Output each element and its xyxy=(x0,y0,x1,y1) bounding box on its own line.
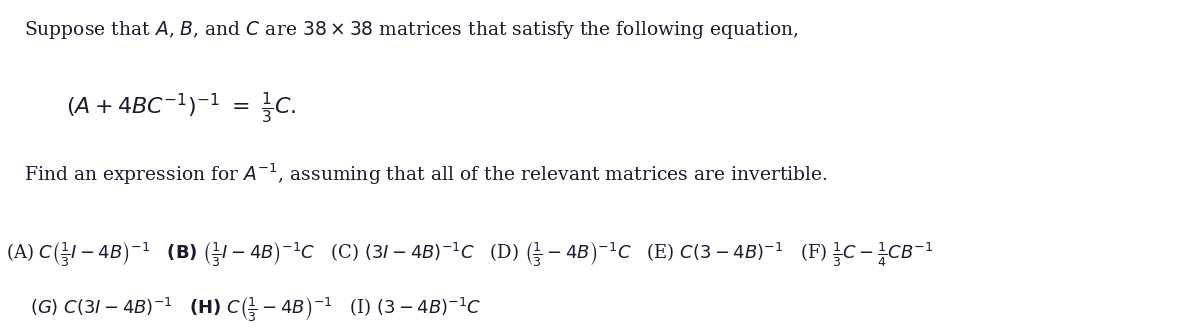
Text: $(A + 4BC^{-1})^{-1} \ = \ \frac{1}{3}C.$: $(A + 4BC^{-1})^{-1} \ = \ \frac{1}{3}C.… xyxy=(66,90,296,125)
Text: (A) $C\left(\frac{1}{3}I - 4B\right)^{-1}$   $\mathbf{(B)}$ $\left(\frac{1}{3}I : (A) $C\left(\frac{1}{3}I - 4B\right)^{-1… xyxy=(6,239,934,268)
Text: Suppose that $A$, $B$, and $C$ are $38 \times 38$ matrices that satisfy the foll: Suppose that $A$, $B$, and $C$ are $38 \… xyxy=(24,19,799,41)
Text: $(G)$ $C(3I - 4B)^{-1}$   $\mathbf{(H)}$ $C\left(\frac{1}{3} - 4B\right)^{-1}$  : $(G)$ $C(3I - 4B)^{-1}$ $\mathbf{(H)}$ $… xyxy=(30,294,481,323)
Text: Find an expression for $A^{-1}$, assuming that all of the relevant matrices are : Find an expression for $A^{-1}$, assumin… xyxy=(24,162,828,187)
